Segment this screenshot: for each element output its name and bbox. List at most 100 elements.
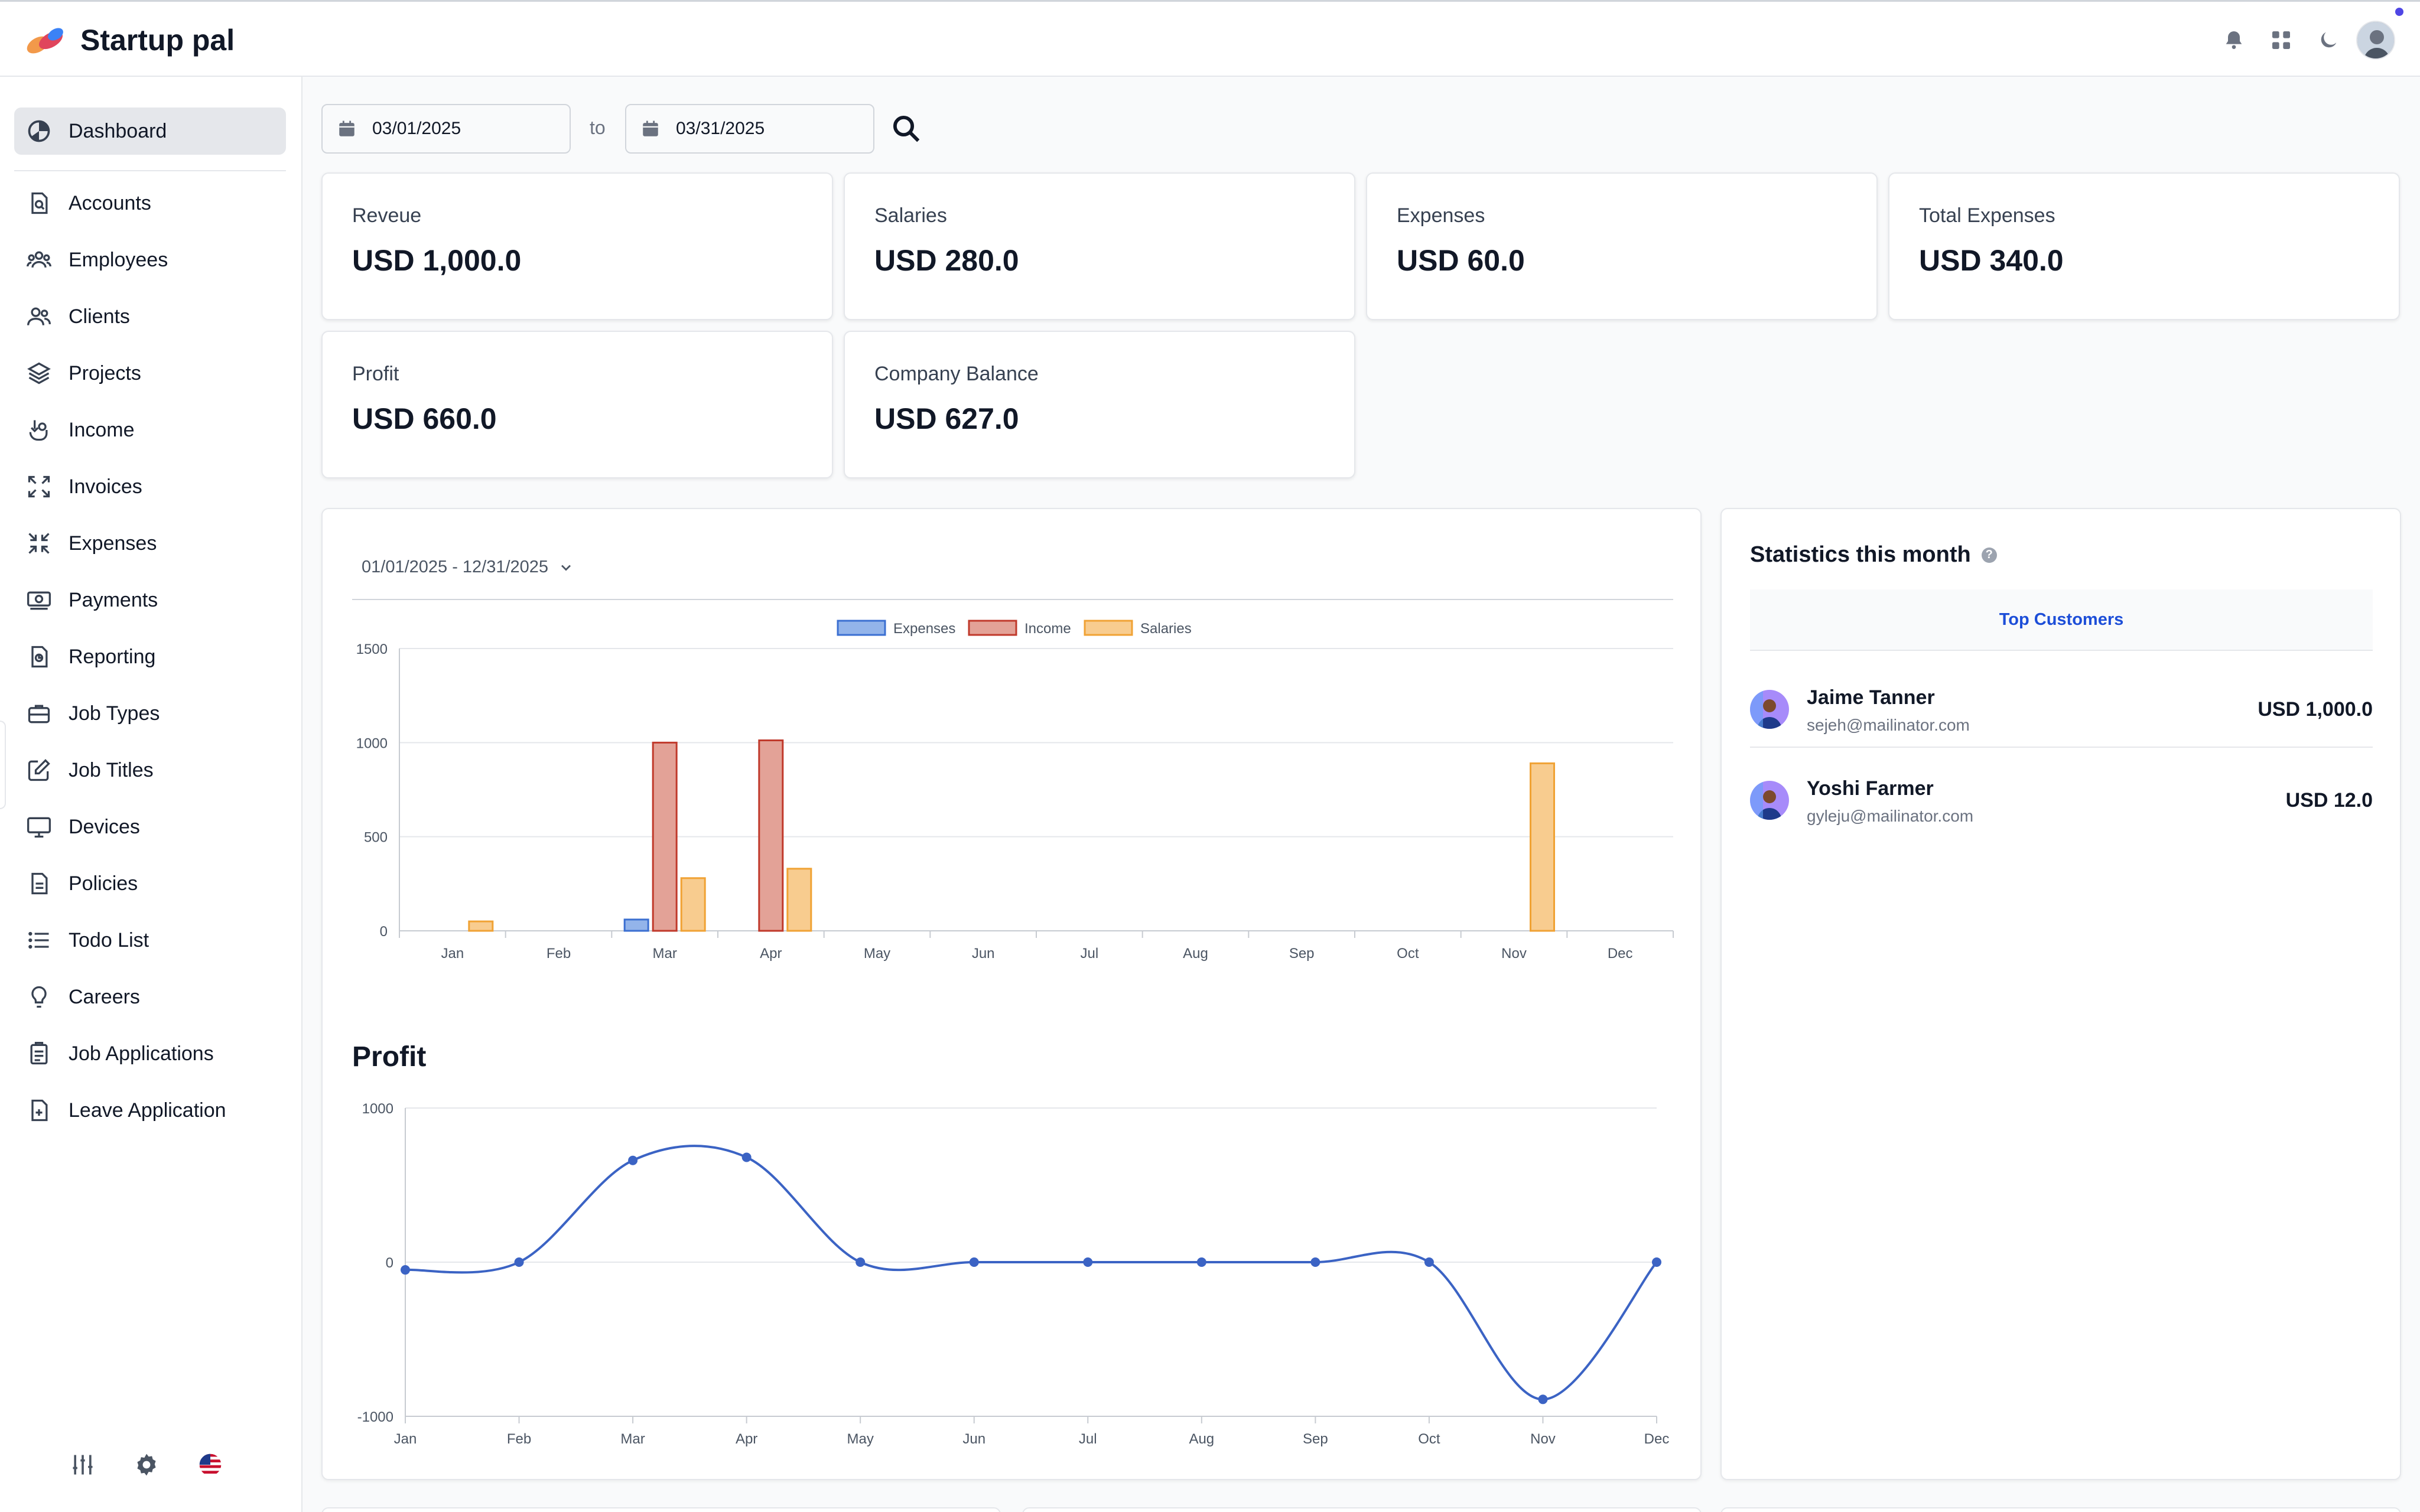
x-tick-label: Mar <box>652 946 676 962</box>
tab-top-customers[interactable]: Top Customers <box>1750 589 2373 651</box>
sidebar-item-careers[interactable]: Careers <box>14 973 286 1021</box>
card-label: Profit <box>352 363 399 385</box>
sidebar-item-job-types[interactable]: Job Types <box>14 690 286 737</box>
pie-chart-icon <box>28 120 50 142</box>
sidebar-item-job-titles[interactable]: Job Titles <box>14 747 286 794</box>
x-tick-label: Nov <box>1530 1431 1556 1447</box>
sidebar-divider <box>14 170 286 171</box>
x-tick-label: Jan <box>441 946 464 962</box>
card-value: USD 340.0 <box>1919 244 2064 277</box>
profit-point <box>401 1265 410 1275</box>
charts-panel: 01/01/2025 - 12/31/2025 0 500 1000 1500 Jan F… <box>321 508 1702 1480</box>
profit-point <box>1652 1257 1661 1267</box>
profit-point <box>1424 1257 1434 1267</box>
x-tick-label: Sep <box>1303 1431 1328 1447</box>
sidebar-item-label: Todo List <box>69 928 149 951</box>
expenses-card: Expenses USD 60.0 <box>1366 172 1878 320</box>
bell-icon[interactable] <box>2213 19 2255 61</box>
file-search-icon <box>31 192 48 214</box>
statistics-title-text: Statistics this month <box>1750 542 1971 567</box>
avatar <box>1750 690 1789 729</box>
y-tick-label: -1000 <box>357 1409 393 1425</box>
tab-label: Top Customers <box>1999 610 2124 629</box>
search-icon <box>893 115 920 142</box>
sidebar-item-income[interactable]: Income <box>14 406 286 454</box>
brand[interactable]: Startup pal <box>24 19 235 61</box>
sidebar-item-job-applications[interactable]: Job Applications <box>14 1030 286 1077</box>
document-icon <box>31 872 48 895</box>
bar-income <box>652 741 678 932</box>
sidebar-item-label: Job Types <box>69 702 160 725</box>
moon-icon[interactable] <box>2308 19 2349 61</box>
y-tick-label: 1000 <box>356 735 388 751</box>
sidebar-item-devices[interactable]: Devices <box>14 803 286 850</box>
cash-icon <box>27 591 51 610</box>
sidebar-item-reporting[interactable]: Reporting <box>14 633 286 680</box>
sidebar-item-invoices[interactable]: Invoices <box>14 463 286 510</box>
x-tick-label: Feb <box>507 1431 531 1447</box>
sidebar-item-label: Reporting <box>69 645 156 668</box>
search-button[interactable] <box>887 110 925 148</box>
users-icon <box>27 307 51 325</box>
card-label: Reveue <box>352 204 422 227</box>
us-flag-icon[interactable] <box>193 1447 228 1482</box>
sidebar-edge-tab[interactable] <box>0 721 6 809</box>
bar-salaries <box>468 920 494 932</box>
help-icon[interactable]: ? <box>1981 547 1997 563</box>
sidebar-item-employees[interactable]: Employees <box>14 236 286 284</box>
user-avatar[interactable] <box>2355 8 2403 61</box>
customer-row[interactable]: Yoshi Farmer gyleju@mailinator.com USD 1… <box>1750 762 2373 839</box>
sidebar-item-label: Policies <box>69 872 138 895</box>
bar-expenses <box>623 918 649 932</box>
customer-row[interactable]: Jaime Tanner sejeh@mailinator.com USD 1,… <box>1750 671 2373 748</box>
y-tick-label: 0 <box>380 924 388 940</box>
x-tick-label: Jun <box>972 946 995 962</box>
edit-icon <box>28 759 50 781</box>
date-range-dropdown[interactable]: 01/01/2025 - 12/31/2025 <box>362 558 574 577</box>
sidebar-item-projects[interactable]: Projects <box>14 350 286 397</box>
date-range-separator: to <box>590 117 606 138</box>
card-label: Total Expenses <box>1919 204 2055 227</box>
logo-icon <box>27 28 63 54</box>
sidebar-item-label: Dashboard <box>69 119 167 142</box>
apps-grid-icon[interactable] <box>2260 19 2302 61</box>
expand-arrows-icon <box>28 475 50 498</box>
x-tick-label: Jan <box>394 1431 417 1447</box>
customer-amount: USD 1,000.0 <box>2258 698 2373 721</box>
profit-point <box>1083 1257 1093 1267</box>
sidebar-item-label: Projects <box>69 361 141 384</box>
bottom-panel <box>1022 1507 1702 1512</box>
layers-icon <box>27 362 51 384</box>
sidebar-item-label: Invoices <box>69 475 142 498</box>
clipboard-icon <box>30 1042 48 1065</box>
to-date-input[interactable]: 03/31/2025 <box>625 104 874 154</box>
sidebar-item-accounts[interactable]: Accounts <box>14 180 286 227</box>
sidebar-item-dashboard[interactable]: Dashboard <box>14 107 286 155</box>
x-tick-label: Oct <box>1397 946 1419 962</box>
x-tick-label: May <box>864 946 890 962</box>
profit-point <box>1538 1394 1548 1405</box>
sidebar-item-payments[interactable]: Payments <box>14 576 286 624</box>
sidebar-item-label: Devices <box>69 815 140 838</box>
card-value: USD 60.0 <box>1397 244 1525 277</box>
sidebar-item-policies[interactable]: Policies <box>14 860 286 907</box>
y-tick-label: 1000 <box>362 1101 393 1117</box>
gear-icon[interactable] <box>129 1447 164 1482</box>
profit-point <box>1196 1257 1206 1267</box>
bottom-panel <box>1720 1507 2401 1512</box>
revenue-card: Reveue USD 1,000.0 <box>321 172 833 320</box>
calendar-icon <box>339 120 354 136</box>
sidebar-item-leave-application[interactable]: Leave Application <box>14 1087 286 1134</box>
sidebar-item-todo-list[interactable]: Todo List <box>14 917 286 964</box>
profit-card: Profit USD 660.0 <box>321 331 833 478</box>
x-tick-label: Feb <box>547 946 571 962</box>
legend-label: Income <box>1024 621 1071 637</box>
x-tick-label: Dec <box>1608 946 1633 962</box>
sliders-icon[interactable] <box>65 1447 100 1482</box>
sidebar-item-expenses[interactable]: Expenses <box>14 520 286 567</box>
card-label: Company Balance <box>874 363 1039 385</box>
sidebar-item-clients[interactable]: Clients <box>14 293 286 340</box>
x-tick-label: Oct <box>1418 1431 1440 1447</box>
card-value: USD 1,000.0 <box>352 244 522 277</box>
from-date-input[interactable]: 03/01/2025 <box>321 104 571 154</box>
